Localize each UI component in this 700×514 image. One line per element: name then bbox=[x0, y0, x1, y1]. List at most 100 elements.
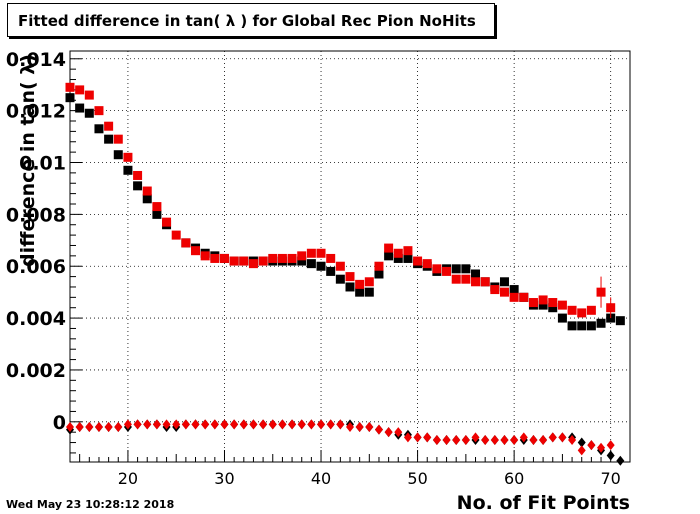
data-point bbox=[152, 209, 162, 219]
data-point bbox=[355, 279, 365, 289]
y-tick-label: 0.002 bbox=[6, 360, 66, 382]
data-point bbox=[268, 253, 278, 263]
data-point bbox=[384, 251, 394, 261]
data-point bbox=[297, 256, 307, 266]
data-point bbox=[133, 170, 143, 180]
data-point bbox=[355, 421, 364, 432]
data-point bbox=[587, 440, 596, 451]
data-point bbox=[142, 194, 152, 204]
data-point bbox=[394, 427, 403, 438]
data-point bbox=[577, 321, 587, 331]
data-point bbox=[538, 300, 548, 310]
data-point bbox=[529, 434, 538, 445]
data-point bbox=[364, 277, 374, 287]
axes bbox=[69, 50, 631, 463]
x-tick-label: 40 bbox=[311, 469, 331, 488]
y-tick-label: 0 bbox=[53, 412, 66, 434]
data-point bbox=[461, 434, 470, 445]
data-point bbox=[432, 264, 442, 274]
data-point bbox=[586, 305, 596, 315]
data-point bbox=[345, 282, 355, 292]
y-tick-label: 0.014 bbox=[6, 49, 66, 71]
data-point bbox=[65, 82, 75, 92]
data-point bbox=[568, 434, 577, 445]
x-tick-label: 50 bbox=[407, 469, 427, 488]
data-point bbox=[191, 419, 200, 430]
data-point bbox=[461, 264, 471, 274]
data-point bbox=[288, 419, 297, 430]
data-point bbox=[509, 285, 519, 295]
data-point bbox=[230, 419, 239, 430]
data-point bbox=[577, 437, 586, 448]
data-point bbox=[297, 251, 307, 261]
chart-title: Fitted difference in tan( λ ) for Global… bbox=[18, 12, 476, 30]
tick-labels: 20 30 40 50 60 70 0 0.002 0.004 0.006 0.008 0.01 0.0… bbox=[6, 49, 621, 488]
data-point bbox=[75, 103, 85, 113]
data-point bbox=[84, 90, 94, 100]
data-point bbox=[123, 419, 132, 430]
data-point bbox=[403, 432, 412, 443]
data-point bbox=[143, 419, 152, 430]
data-point bbox=[393, 253, 403, 263]
data-point bbox=[326, 266, 336, 276]
data-point bbox=[490, 434, 499, 445]
data-point bbox=[75, 85, 85, 95]
data-point bbox=[355, 287, 365, 297]
data-point bbox=[316, 261, 326, 271]
y-tick-label: 0.008 bbox=[6, 204, 66, 226]
data-point bbox=[306, 259, 316, 269]
grid bbox=[70, 51, 630, 462]
data-point bbox=[548, 432, 557, 443]
data-point bbox=[113, 134, 123, 144]
series-2 bbox=[66, 419, 625, 466]
data-point bbox=[66, 421, 74, 432]
data-point bbox=[499, 277, 509, 287]
data-point bbox=[548, 303, 558, 313]
data-marks bbox=[65, 82, 625, 466]
data-point bbox=[451, 264, 461, 274]
data-point bbox=[374, 261, 384, 271]
data-point bbox=[596, 318, 606, 328]
data-point bbox=[442, 434, 451, 445]
data-point bbox=[317, 419, 326, 430]
data-point bbox=[528, 298, 538, 308]
data-point bbox=[345, 272, 355, 282]
data-point bbox=[316, 248, 326, 258]
data-point bbox=[114, 421, 123, 432]
data-point bbox=[249, 419, 258, 430]
data-point bbox=[181, 419, 190, 430]
data-point bbox=[104, 134, 114, 144]
data-point bbox=[171, 230, 181, 240]
data-point bbox=[548, 298, 558, 308]
data-point bbox=[471, 432, 480, 443]
data-point bbox=[94, 124, 104, 134]
data-point bbox=[567, 321, 577, 331]
data-point bbox=[104, 421, 113, 432]
data-point bbox=[219, 253, 229, 263]
data-point bbox=[451, 274, 461, 284]
data-point bbox=[201, 419, 210, 430]
data-point bbox=[596, 287, 606, 297]
data-point bbox=[490, 285, 500, 295]
data-point bbox=[259, 419, 268, 430]
tick-marks bbox=[69, 58, 631, 462]
data-point bbox=[364, 287, 374, 297]
data-point bbox=[346, 421, 354, 432]
data-point bbox=[442, 266, 452, 276]
x-tick-label: 20 bbox=[118, 469, 138, 488]
data-point bbox=[162, 217, 172, 227]
data-point bbox=[229, 256, 239, 266]
data-point bbox=[577, 445, 586, 456]
data-point bbox=[297, 419, 306, 430]
data-point bbox=[500, 434, 509, 445]
data-point bbox=[123, 152, 133, 162]
data-point bbox=[220, 419, 229, 430]
data-point bbox=[200, 251, 210, 261]
data-point bbox=[65, 93, 75, 103]
data-point bbox=[335, 261, 345, 271]
data-point bbox=[393, 248, 403, 258]
data-point bbox=[365, 421, 374, 432]
data-point bbox=[606, 450, 615, 461]
y-axis-title: difference in tan( λ) bbox=[17, 54, 39, 267]
